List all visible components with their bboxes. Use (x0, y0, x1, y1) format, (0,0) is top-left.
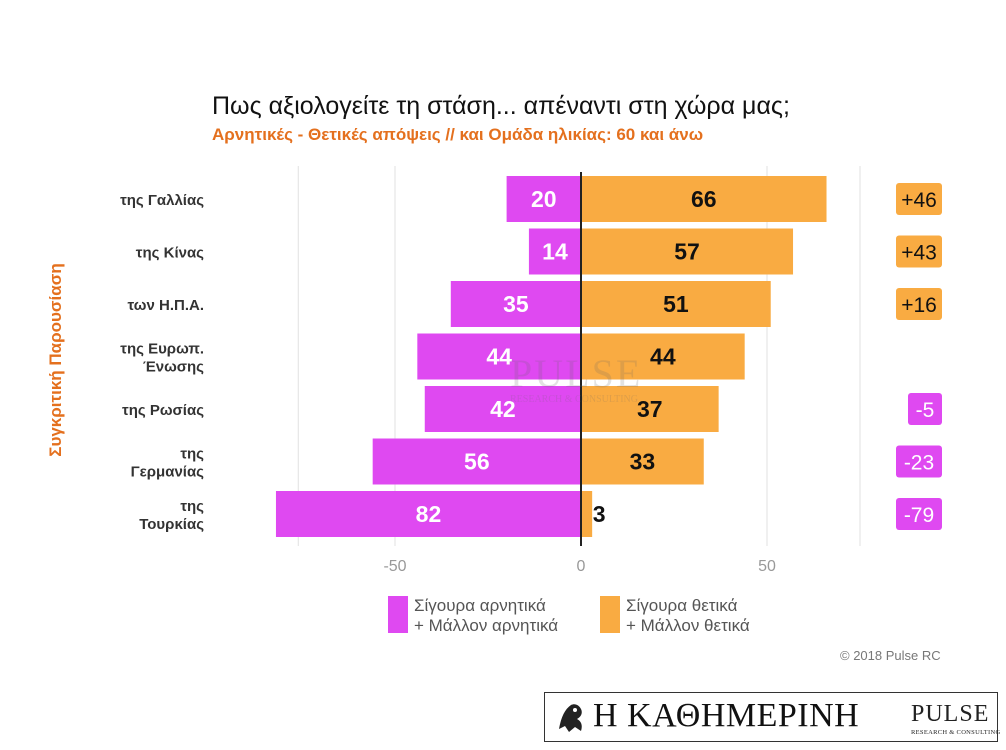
net-badge-label: -5 (916, 399, 935, 422)
net-badge-label: +46 (901, 189, 937, 212)
legend-positive: Σίγουρα θετικά + Μάλλον θετικά (600, 596, 750, 636)
net-badge-label: +16 (901, 294, 937, 317)
bar-negative (506, 176, 581, 222)
category-label: της (180, 446, 204, 463)
data-label-positive: 33 (630, 449, 656, 475)
category-label: της Γαλλίας (120, 192, 204, 209)
chart-title: Πως αξιολογείτε τη στάση... απέναντι στη… (212, 92, 790, 120)
bar-negative (372, 438, 581, 485)
legend-positive-text: Σίγουρα θετικά + Μάλλον θετικά (626, 596, 750, 636)
bar-negative (528, 228, 581, 275)
net-badge (896, 235, 942, 268)
legend-negative-line-1: Σίγουρα αρνητικά (414, 596, 546, 615)
category-label: της Ευρωπ. (120, 341, 204, 358)
copyright-text: © 2018 Pulse RC (840, 648, 941, 663)
kathimerini-logo: Η ΚΑΘΗΜΕΡΙΝΗ (593, 697, 860, 734)
bar-positive (581, 491, 593, 537)
data-label-positive: 37 (637, 396, 663, 422)
legend-negative-swatch (388, 596, 408, 633)
category-label: Τουρκίας (139, 516, 204, 533)
bar-negative (275, 491, 581, 537)
pulse-logo-word: PULSE (911, 701, 990, 727)
data-label-negative: 82 (416, 501, 442, 527)
net-badge-label: +43 (901, 242, 937, 265)
footer-logos: Η ΚΑΘΗΜΕΡΙΝΗ PULSE RESEARCH & CONSULTING (544, 692, 1000, 742)
bar-positive (581, 333, 745, 380)
legend-negative-line-2: + Μάλλον αρνητικά (414, 616, 559, 635)
category-label: της Κίνας (136, 245, 204, 262)
bar-positive (581, 386, 719, 432)
legend-negative-text: Σίγουρα αρνητικά + Μάλλον αρνητικά (414, 596, 558, 636)
chart-subtitle: Αρνητικές - Θετικές απόψεις // και Ομάδα… (212, 125, 704, 144)
data-label-negative: 35 (503, 291, 529, 317)
net-badge-label: -23 (904, 452, 934, 475)
pulse-logo-sub: RESEARCH & CONSULTING (911, 729, 1001, 736)
legend-positive-line-1: Σίγουρα θετικά (626, 596, 738, 615)
data-label-positive: 66 (691, 186, 717, 212)
bar-negative (450, 281, 581, 327)
bar-positive (581, 228, 794, 275)
net-badge (896, 183, 942, 215)
data-label-positive: 51 (663, 291, 689, 317)
data-label-negative: 20 (531, 186, 557, 212)
bar-positive (581, 438, 704, 485)
pulse-logo: PULSE RESEARCH & CONSULTING (911, 699, 1000, 737)
data-label-negative: 56 (464, 449, 490, 475)
legend-positive-line-2: + Μάλλον θετικά (626, 616, 750, 635)
legend-positive-swatch (600, 596, 620, 633)
data-label-negative: 14 (542, 239, 568, 265)
category-label: Ένωσης (143, 359, 204, 376)
net-badge-label: -79 (904, 504, 934, 527)
category-label: των Η.Π.Α. (128, 297, 204, 314)
legend-negative: Σίγουρα αρνητικά + Μάλλον αρνητικά (388, 596, 558, 636)
x-tick-label: 50 (758, 558, 776, 575)
x-tick-label: -50 (383, 558, 406, 575)
net-badge (896, 445, 942, 478)
category-label: της (180, 498, 204, 515)
net-badge (896, 288, 942, 320)
owl-icon (559, 704, 582, 732)
bar-negative (424, 386, 581, 432)
net-badge (896, 498, 942, 530)
data-label-positive: 57 (674, 239, 700, 265)
bar-positive (581, 176, 827, 222)
data-label-negative: 44 (486, 344, 512, 370)
diverging-bar-chart: -50 0 50 20 66 της Γαλλίας +46 14 57 της Κίνας +43… (120, 166, 942, 575)
x-tick-label: 0 (577, 558, 586, 575)
bar-positive (581, 281, 771, 327)
bar-negative (417, 333, 581, 380)
data-label-positive: 44 (650, 344, 676, 370)
data-label-negative: 42 (490, 396, 516, 422)
category-label: Γερμανίας (131, 464, 205, 481)
net-badge (908, 393, 942, 425)
data-label-positive: 3 (593, 501, 606, 527)
category-label: της Ρωσίας (122, 402, 204, 419)
